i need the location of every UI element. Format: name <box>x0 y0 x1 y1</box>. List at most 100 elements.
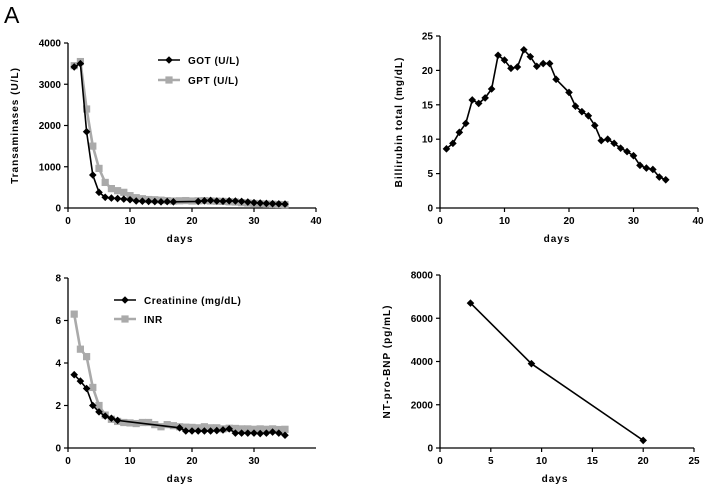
data-point <box>610 139 618 148</box>
series-1 <box>70 59 289 208</box>
data-point <box>120 418 128 427</box>
chart-4: 0 2000 4000 6000 8000 0 5 10 15 20 25 days NT-pro-BN… <box>382 271 700 486</box>
series-line <box>469 302 644 442</box>
data-point <box>163 421 171 429</box>
data-point <box>188 427 196 435</box>
data-point <box>468 96 477 104</box>
y-tick-label: 0 <box>55 444 61 455</box>
x-tick-label: 25 <box>688 456 700 467</box>
data-point <box>507 64 515 73</box>
data-point <box>169 198 178 206</box>
data-point <box>120 195 128 203</box>
data-point <box>82 127 91 136</box>
data-point <box>95 188 103 197</box>
data-point <box>113 416 122 425</box>
x-tick-label: 0 <box>65 216 71 227</box>
legend-swatch-marker <box>121 315 129 323</box>
legend-swatch-marker <box>121 296 129 304</box>
x-tick-label: 30 <box>248 216 260 227</box>
data-point <box>144 197 153 206</box>
data-point <box>107 414 116 423</box>
x-axis-title: days <box>167 474 194 485</box>
data-point <box>275 200 283 208</box>
data-point <box>107 194 116 202</box>
data-point <box>584 112 593 120</box>
data-point <box>455 128 464 137</box>
data-point <box>213 197 221 205</box>
data-point <box>213 426 221 435</box>
data-point <box>194 427 202 435</box>
data-point <box>157 198 165 206</box>
x-tick-label: 10 <box>536 456 548 467</box>
data-point <box>70 63 78 71</box>
data-point <box>83 105 91 113</box>
data-point <box>262 425 270 433</box>
data-point <box>126 195 134 204</box>
data-point <box>120 188 128 196</box>
data-point <box>256 425 264 433</box>
data-point <box>442 145 451 153</box>
data-point <box>578 107 586 116</box>
x-tick-label: 20 <box>638 456 650 467</box>
data-point <box>145 418 153 427</box>
data-point <box>466 299 475 307</box>
data-point <box>262 429 271 437</box>
y-tick-label: 1000 <box>39 162 62 173</box>
data-point <box>244 425 252 433</box>
y-tick-label: 10 <box>422 135 434 146</box>
data-point <box>513 63 522 71</box>
data-point <box>649 165 657 174</box>
x-tick-label: 10 <box>124 456 136 467</box>
data-point <box>101 193 109 202</box>
data-point <box>176 197 184 205</box>
data-point <box>250 198 258 207</box>
data-point <box>101 178 109 187</box>
data-point <box>250 425 258 433</box>
x-tick-label: 0 <box>437 216 443 227</box>
y-tick-label: 4000 <box>39 39 62 50</box>
y-tick-label: 25 <box>422 32 434 43</box>
y-tick-label: 2 <box>55 401 61 412</box>
legend-entry: GPT (U/L) <box>188 76 239 87</box>
data-point <box>520 45 528 54</box>
data-point <box>616 144 625 152</box>
x-axis-title: days <box>167 234 194 245</box>
data-point <box>70 370 78 379</box>
x-axis-title: days <box>544 234 571 245</box>
data-point <box>82 384 91 393</box>
data-point <box>95 164 103 172</box>
x-tick-label: 10 <box>124 216 136 227</box>
data-point <box>597 136 606 145</box>
data-point <box>182 196 190 205</box>
y-tick-label: 8000 <box>411 271 434 282</box>
y-axis-title: NT-pro-BNP (pg/mL) <box>382 305 393 419</box>
y-tick-label: 5 <box>427 169 433 180</box>
data-point <box>268 199 277 208</box>
data-point <box>539 59 547 68</box>
data-point <box>76 377 85 385</box>
data-point <box>126 419 134 427</box>
data-point <box>661 175 670 184</box>
data-point <box>83 353 91 361</box>
data-point <box>107 185 115 193</box>
x-tick-label: 5 <box>488 456 494 467</box>
data-point <box>89 171 97 179</box>
data-point <box>231 197 240 205</box>
data-point <box>565 88 573 97</box>
data-point <box>262 199 271 208</box>
data-point <box>206 196 215 205</box>
legend: GOT (U/L) GPT (U/L) <box>158 56 239 87</box>
data-point <box>101 412 109 420</box>
data-point <box>76 59 85 68</box>
x-tick-label: 30 <box>628 216 640 227</box>
data-point <box>256 429 264 438</box>
data-point <box>244 198 252 206</box>
data-point <box>151 197 159 206</box>
y-tick-label: 8 <box>55 274 61 285</box>
data-point <box>462 119 470 128</box>
data-point <box>132 419 140 428</box>
data-point <box>182 423 190 431</box>
data-point <box>552 75 560 84</box>
x-tick-label: 10 <box>499 216 511 227</box>
